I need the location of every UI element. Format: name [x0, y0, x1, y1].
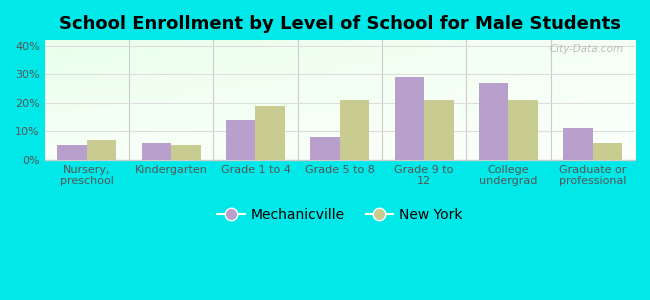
Title: School Enrollment by Level of School for Male Students: School Enrollment by Level of School for…: [59, 15, 621, 33]
Bar: [564, 128, 593, 160]
Bar: [255, 106, 285, 160]
Bar: [226, 120, 255, 160]
Bar: [395, 77, 424, 160]
Bar: [57, 146, 87, 160]
Bar: [424, 100, 454, 160]
Bar: [508, 100, 538, 160]
Bar: [142, 142, 171, 160]
Bar: [479, 83, 508, 160]
Bar: [310, 137, 340, 160]
Bar: [340, 100, 369, 160]
Bar: [87, 140, 116, 160]
Legend: Mechanicville, New York: Mechanicville, New York: [212, 202, 468, 228]
Bar: [171, 146, 201, 160]
Bar: [593, 142, 622, 160]
Text: City-Data.com: City-Data.com: [549, 44, 623, 54]
